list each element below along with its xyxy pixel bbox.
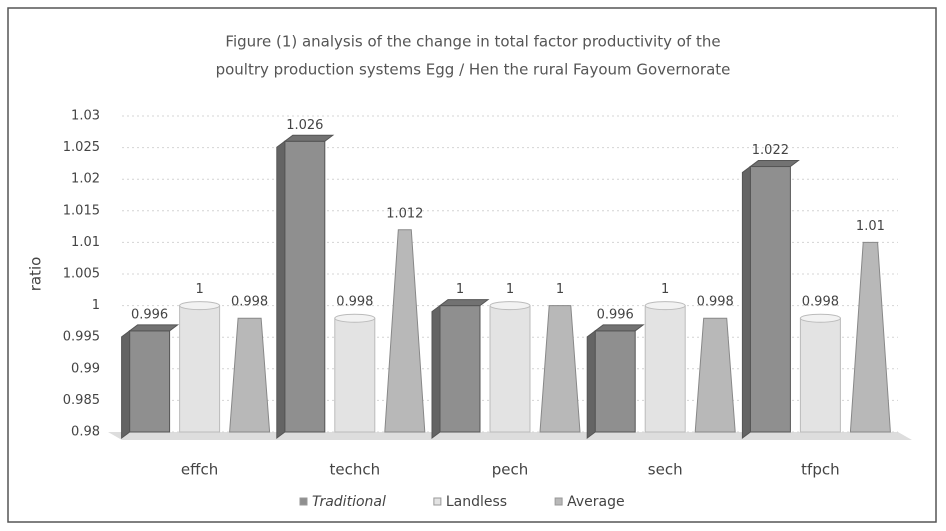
bar-side — [748, 160, 800, 168]
value-label: 0.996 — [131, 307, 168, 322]
bar-side — [128, 324, 180, 332]
bar — [594, 330, 636, 433]
bar — [384, 229, 426, 433]
bar — [799, 317, 841, 433]
x-tick-label: tfpch — [801, 461, 839, 479]
bar-side — [741, 165, 751, 439]
value-label: 1.012 — [386, 206, 423, 221]
value-label: 0.996 — [597, 307, 634, 322]
y-tick-label: 1.005 — [63, 267, 100, 282]
value-label: 1 — [661, 282, 669, 297]
y-axis-label: ratio — [27, 257, 45, 292]
bar-side — [593, 324, 645, 332]
x-tick-label: techch — [329, 461, 380, 479]
x-tick-label: sech — [648, 461, 683, 479]
bar-top — [644, 301, 686, 311]
bar — [179, 305, 221, 433]
y-tick-label: 1.025 — [63, 140, 100, 155]
bar — [539, 305, 581, 433]
chart-frame — [7, 7, 937, 523]
y-tick-label: 0.985 — [63, 393, 100, 408]
value-label: 1.022 — [752, 143, 789, 158]
y-tick-label: 1.01 — [71, 235, 100, 250]
value-label: 1.01 — [856, 219, 885, 234]
bar-side — [283, 134, 335, 142]
value-label: 0.998 — [802, 295, 839, 310]
legend-swatch — [554, 497, 563, 506]
legend-label: Average — [567, 494, 625, 510]
legend-swatch — [299, 497, 308, 506]
value-label: 0.998 — [697, 295, 734, 310]
chart-title: poultry production systems Egg / Hen the… — [216, 61, 731, 79]
y-tick-label: 1.02 — [71, 172, 100, 187]
bar-side — [121, 329, 131, 439]
bar — [849, 241, 891, 433]
bar — [749, 166, 791, 433]
bar-top — [179, 301, 221, 311]
bar-side — [431, 304, 441, 439]
y-tick-label: 1.03 — [71, 109, 100, 124]
bar-top — [799, 313, 841, 323]
y-tick-label: 0.98 — [71, 425, 100, 440]
bar-side — [276, 140, 286, 439]
legend-label: Landless — [446, 494, 507, 510]
value-label: 1 — [456, 282, 464, 297]
bar — [439, 305, 481, 433]
bar-top — [489, 301, 531, 311]
legend-swatch — [433, 497, 442, 506]
bar — [694, 317, 736, 433]
bar-top — [334, 313, 376, 323]
y-tick-label: 0.99 — [71, 361, 100, 376]
bar — [284, 140, 326, 433]
bar — [334, 317, 376, 433]
y-tick-label: 0.995 — [63, 330, 100, 345]
x-tick-label: pech — [492, 461, 529, 479]
value-label: 1.026 — [286, 118, 323, 133]
bar — [489, 305, 531, 433]
value-label: 1 — [195, 282, 203, 297]
value-label: 0.998 — [231, 295, 268, 310]
chart-title: Figure (1) analysis of the change in tot… — [225, 33, 720, 51]
bar — [129, 330, 171, 433]
value-label: 1 — [506, 282, 514, 297]
value-label: 1 — [556, 282, 564, 297]
y-tick-label: 1 — [92, 298, 100, 313]
bar — [644, 305, 686, 433]
bar — [229, 317, 271, 433]
x-tick-label: effch — [181, 461, 218, 479]
bar-side — [586, 329, 596, 439]
y-tick-label: 1.015 — [63, 203, 100, 218]
floor — [108, 432, 912, 440]
bar-side — [438, 299, 490, 307]
legend-label: Traditional — [312, 494, 386, 510]
value-label: 0.998 — [336, 295, 373, 310]
